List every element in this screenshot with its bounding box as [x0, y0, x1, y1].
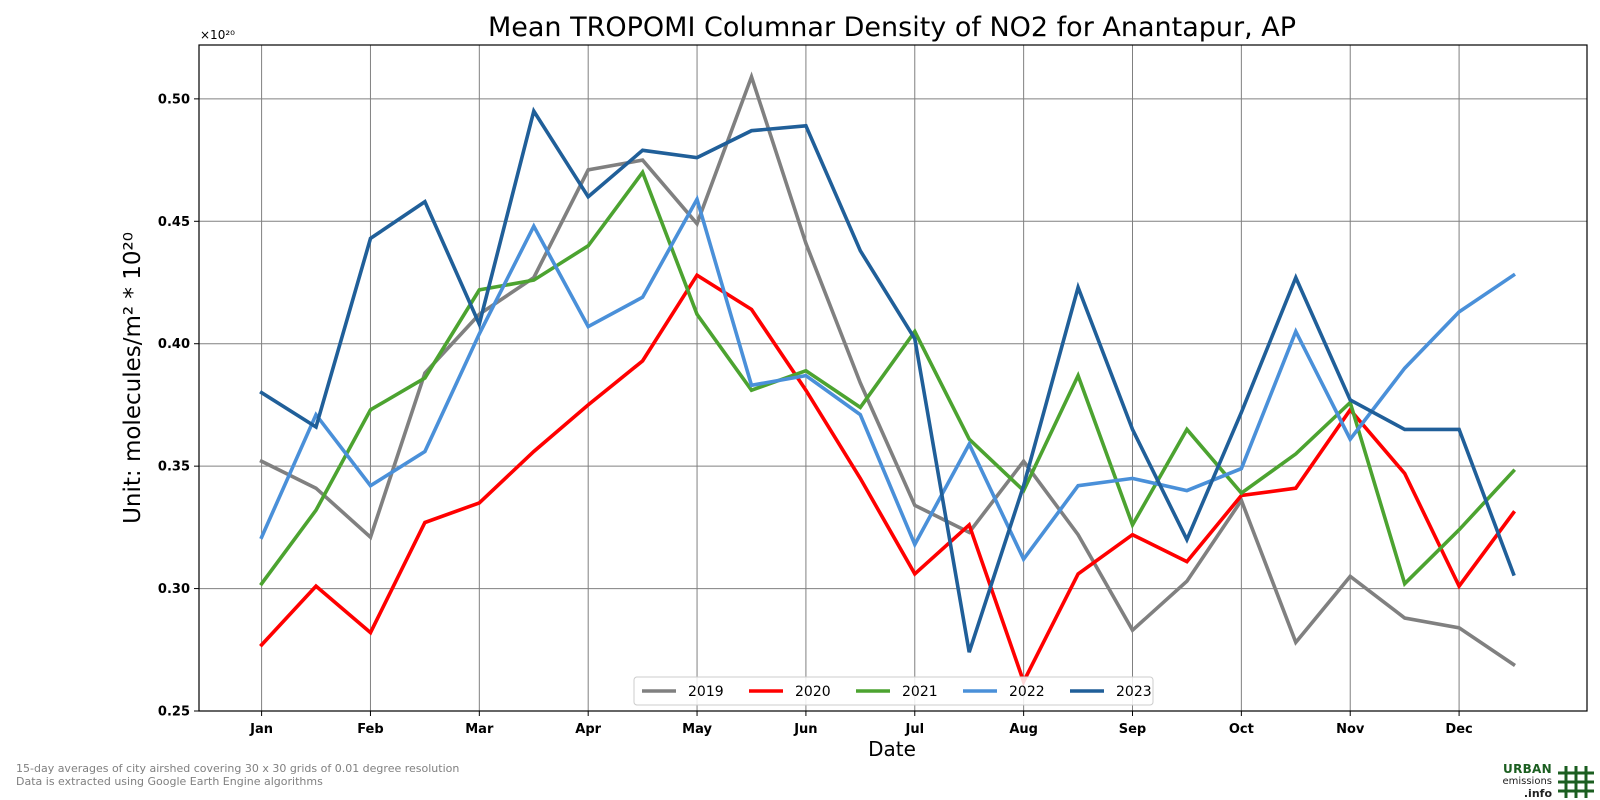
y-multiplier: ×10²⁰: [200, 28, 235, 42]
chart-title: Mean TROPOMI Columnar Density of NO2 for…: [488, 12, 1296, 43]
x-axis-label: Date: [868, 737, 916, 761]
series-group: [259, 71, 1517, 687]
y-tick-label: 0.40: [158, 337, 190, 352]
series-line-2020: [259, 272, 1517, 687]
y-tick-label: 0.45: [158, 215, 190, 230]
urban-emissions-logo: URBAN emissions .info: [1498, 762, 1598, 800]
legend-label: 2021: [902, 684, 938, 700]
logo-text-line-1: URBAN: [1503, 762, 1552, 776]
legend: 2019 2020 2021 2022 2023: [633, 676, 1154, 706]
x-tick-label: Feb: [357, 722, 383, 737]
x-tick-label: Apr: [575, 722, 601, 737]
x-tick-label: Mar: [465, 722, 494, 737]
x-tick-label: Jul: [904, 722, 924, 737]
legend-label: 2020: [795, 684, 831, 700]
y-axis-ticks: 0.25 0.30 0.35 0.40 0.45 0.50: [158, 92, 199, 720]
legend-box: [633, 676, 1154, 706]
footnote-line-2: Data is extracted using Google Earth Eng…: [16, 775, 323, 788]
grid-logo-icon: [1558, 766, 1594, 798]
x-tick-label: Nov: [1336, 722, 1365, 737]
y-axis-label: Unit: molecules/m² * 10²⁰: [120, 232, 146, 524]
logo-text-line-2: emissions: [1502, 776, 1552, 787]
x-tick-label: Jan: [249, 722, 273, 737]
y-tick-label: 0.35: [158, 460, 190, 475]
legend-label: 2022: [1009, 684, 1045, 700]
footnote-line-1: 15-day averages of city airshed covering…: [16, 762, 460, 775]
x-tick-label: Dec: [1445, 722, 1472, 737]
series-line-2023: [259, 106, 1516, 653]
legend-label: 2019: [688, 684, 724, 700]
y-tick-label: 0.30: [158, 582, 190, 597]
y-tick-label: 0.25: [158, 705, 190, 720]
x-tick-label: May: [682, 722, 712, 737]
x-tick-label: Jun: [793, 722, 817, 737]
x-tick-label: Sep: [1119, 722, 1147, 737]
series-line-2022: [259, 194, 1516, 563]
x-axis-ticks: Jan Feb Mar Apr May Jun Jul Aug Sep Oct Nov Dec: [249, 711, 1473, 737]
plot-frame: [198, 44, 1588, 712]
logo-text-line-3: .info: [1523, 787, 1552, 800]
plot-area: [199, 45, 1587, 711]
x-tick-label: Aug: [1009, 722, 1038, 737]
legend-label: 2023: [1116, 684, 1152, 700]
y-tick-label: 0.50: [158, 92, 190, 107]
series-line-2019: [259, 71, 1516, 667]
x-tick-label: Oct: [1229, 722, 1254, 737]
